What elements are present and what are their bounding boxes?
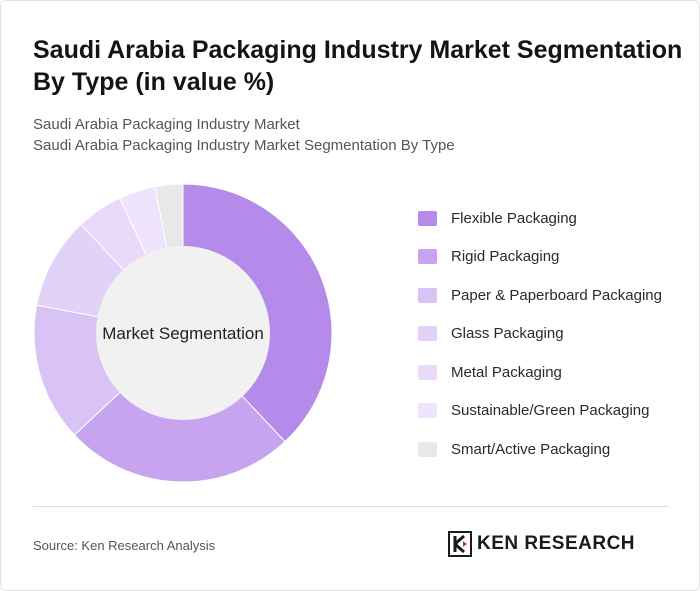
legend-item: Paper & Paperboard Packaging	[418, 284, 662, 306]
footer-divider	[33, 506, 669, 507]
legend-label: Rigid Packaging	[451, 248, 560, 265]
legend-item: Sustainable/Green Packaging	[418, 400, 662, 422]
logo-text: KEN RESEARCH	[477, 533, 636, 554]
legend-swatch	[418, 210, 437, 226]
legend-swatch	[418, 364, 437, 380]
subtitle-line-1: Saudi Arabia Packaging Industry Market	[33, 116, 300, 133]
legend-swatch	[418, 441, 437, 457]
legend-swatch	[418, 287, 437, 303]
legend-swatch	[418, 249, 437, 264]
legend-swatch	[418, 326, 437, 341]
legend-item: Flexible Packaging	[418, 207, 662, 229]
legend-swatch	[418, 403, 437, 418]
center-label: Market Segmentation	[102, 324, 264, 343]
legend: Flexible Packaging Rigid Packaging Paper &…	[418, 207, 662, 477]
legend-label: Paper & Paperboard Packaging	[451, 286, 662, 304]
donut-chart: Market Segmentation	[33, 183, 333, 483]
legend-label: Smart/Active Packaging	[451, 440, 611, 458]
donut-center	[96, 246, 270, 420]
legend-item: Rigid Packaging	[418, 246, 662, 268]
legend-label: Metal Packaging	[451, 363, 562, 381]
subtitle-line-2: Saudi Arabia Packaging Industry Market S…	[33, 137, 455, 154]
ken-logo-icon	[448, 531, 472, 557]
ken-research-logo: KEN RESEARCH	[448, 531, 635, 557]
legend-label: Glass Packaging	[451, 325, 564, 342]
source-text: Source: Ken Research Analysis	[33, 538, 216, 553]
chart-subtitle: Saudi Arabia Packaging Industry Market S…	[33, 114, 455, 156]
legend-label: Flexible Packaging	[451, 209, 577, 227]
legend-item: Smart/Active Packaging	[418, 438, 662, 460]
legend-label: Sustainable/Green Packaging	[451, 402, 650, 419]
legend-item: Metal Packaging	[418, 361, 662, 383]
legend-item: Glass Packaging	[418, 323, 662, 345]
chart-title: Saudi Arabia Packaging Industry Market S…	[33, 36, 683, 96]
